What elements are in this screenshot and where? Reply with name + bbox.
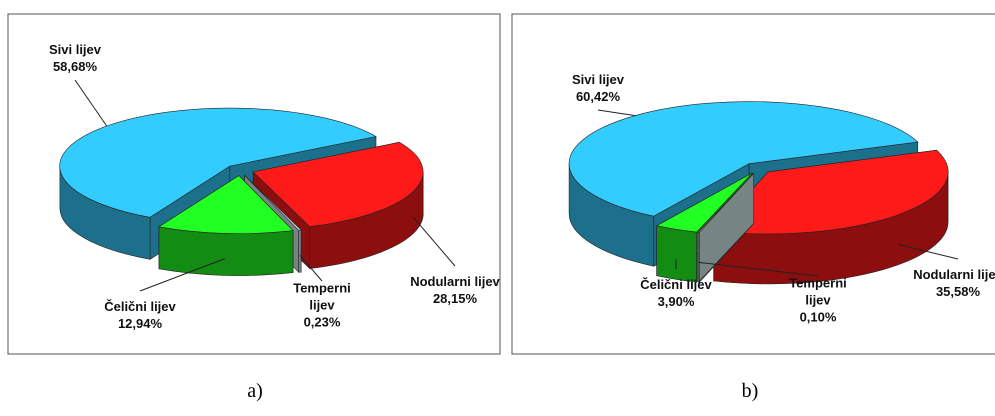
label-name: Temperni lijev	[789, 275, 847, 308]
slice-side	[158, 226, 294, 276]
leader-line	[597, 109, 636, 117]
label-value: 35,58%	[935, 284, 981, 299]
label-name: Nodularni lijev	[913, 267, 995, 282]
data-label: Temperni lijev 0,23%	[282, 280, 362, 331]
label-name: Čelični lijev	[640, 277, 712, 292]
label-value: 60,42%	[575, 89, 621, 104]
label-value: 58,68%	[52, 59, 98, 74]
slice-side	[298, 229, 302, 273]
label-name: Temperni lijev	[293, 280, 351, 313]
slice	[158, 175, 294, 234]
label-name: Nodularni lijev	[410, 274, 500, 289]
leader-line	[898, 244, 959, 260]
data-label: Čelični lijev 12,94%	[80, 298, 200, 332]
slice-side	[697, 231, 700, 283]
slice	[252, 141, 424, 227]
caption: a)	[247, 380, 263, 402]
label-value: 0,10%	[799, 309, 837, 325]
leader-line	[299, 254, 323, 282]
label-value: 3,90%	[657, 294, 695, 309]
leader-line	[412, 216, 456, 267]
caption: b)	[741, 380, 759, 402]
slice-side	[656, 225, 697, 283]
slice	[697, 173, 754, 233]
label-value: 0,23%	[303, 314, 341, 330]
label-name: Sivi lijev	[571, 72, 625, 87]
data-label: Temperni lijev 0,10%	[778, 275, 858, 326]
label-value: 28,15%	[432, 291, 478, 306]
chart-frame	[511, 13, 995, 355]
data-label: Nodularni lijev 28,15%	[410, 273, 500, 307]
label-value: 12,94%	[117, 316, 163, 331]
slice	[655, 172, 753, 233]
data-label: Sivi lijev 58,68%	[15, 41, 135, 75]
slice	[244, 175, 302, 231]
label-name: Sivi lijev	[48, 42, 102, 57]
chart-frame	[7, 13, 501, 355]
label-name: Čelični lijev	[104, 299, 176, 314]
slice	[713, 149, 949, 235]
data-label: Sivi lijev 60,42%	[538, 71, 658, 105]
leader-line	[139, 258, 226, 292]
data-label: Nodularni lijev 35,58%	[913, 266, 995, 300]
data-label: Čelični lijev 3,90%	[616, 276, 736, 310]
leader-line	[698, 261, 819, 277]
leader-line	[74, 79, 108, 127]
